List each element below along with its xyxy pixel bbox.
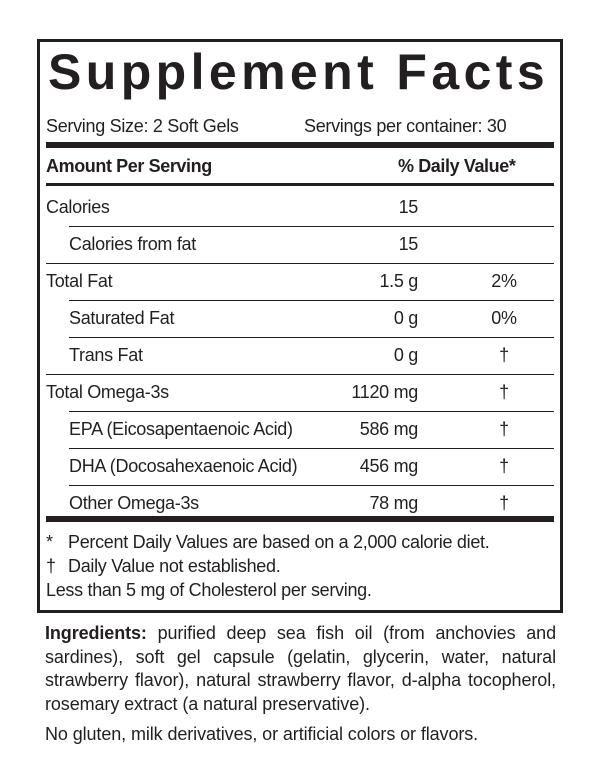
ingredients: Ingredients: purified deep sea fish oil … — [45, 622, 556, 716]
nutrient-row: Total Fat 1.5 g 2% — [46, 263, 554, 300]
nutrient-daily-value: † — [499, 493, 509, 513]
nutrient-name: Total Omega-3s — [46, 382, 169, 402]
supplement-facts-panel: Supplement Facts Serving Size: 2 Soft Ge… — [37, 39, 563, 613]
row-divider — [69, 448, 554, 449]
ingredients-label: Ingredients: — [45, 623, 147, 643]
thick-divider — [46, 516, 554, 522]
nutrient-amount: 0 g — [393, 308, 418, 328]
nutrient-row: EPA (Eicosapentaenoic Acid) 586 mg † — [46, 411, 554, 448]
nutrient-row: DHA (Docosahexaenoic Acid) 456 mg † — [46, 448, 554, 485]
nutrient-name: Saturated Fat — [69, 308, 175, 328]
panel-title: Supplement Facts — [48, 44, 550, 100]
footnote-dagger: † Daily Value not established. — [46, 556, 554, 577]
nutrient-amount: 0 g — [393, 345, 418, 365]
row-divider — [69, 337, 554, 338]
nutrient-name: Total Fat — [46, 271, 113, 291]
row-divider — [69, 485, 554, 486]
footnote-text: Percent Daily Values are based on a 2,00… — [68, 532, 490, 552]
ingredients-text: purified deep sea fish oil (from anchovi… — [45, 623, 557, 714]
row-divider — [69, 411, 554, 412]
nutrient-amount: 15 — [398, 234, 419, 254]
medium-divider — [46, 183, 554, 186]
nutrient-row: Trans Fat 0 g † — [46, 337, 554, 374]
nutrient-row: Calories from fat 15 — [46, 226, 554, 263]
nutrient-row: Saturated Fat 0 g 0% — [46, 300, 554, 337]
daily-value-header: % Daily Value* — [398, 156, 516, 176]
nutrient-row: Other Omega-3s 78 mg † — [46, 485, 554, 522]
footnote-text: Daily Value not established. — [68, 556, 281, 576]
nutrient-amount: 586 mg — [359, 419, 419, 439]
row-divider — [69, 226, 554, 227]
nutrient-daily-value: 0% — [491, 308, 517, 328]
nutrient-row: Total Omega-3s 1120 mg † — [46, 374, 554, 411]
nutrient-name: Calories — [46, 197, 110, 217]
thick-divider — [46, 142, 554, 148]
servings-per-container: Servings per container: 30 — [304, 116, 507, 136]
nutrient-name: Calories from fat — [69, 234, 196, 254]
nutrient-amount: 1.5 g — [379, 271, 418, 291]
nutrient-daily-value: † — [499, 419, 509, 439]
row-divider — [46, 374, 554, 375]
nutrient-name: Trans Fat — [69, 345, 143, 365]
nutrient-amount: 456 mg — [359, 456, 419, 476]
nutrient-daily-value: † — [499, 345, 509, 365]
footnote-dv: * Percent Daily Values are based on a 2,0… — [46, 532, 554, 553]
nutrient-daily-value: † — [499, 456, 509, 476]
footnote-cholesterol: Less than 5 mg of Cholesterol per servin… — [46, 580, 372, 600]
footnote-mark: * — [46, 532, 53, 552]
nutrient-amount: 78 mg — [369, 493, 418, 513]
nutrient-amount: 1120 mg — [351, 382, 418, 402]
nutrient-name: EPA (Eicosapentaenoic Acid) — [69, 419, 293, 439]
allergen-note: No gluten, milk derivatives, or artifici… — [45, 724, 479, 744]
amount-per-serving-header: Amount Per Serving — [46, 156, 212, 176]
serving-size: Serving Size: 2 Soft Gels — [46, 116, 239, 136]
row-divider — [69, 300, 554, 301]
nutrient-amount: 15 — [398, 197, 419, 217]
nutrient-daily-value: † — [499, 382, 509, 402]
nutrient-row: Calories 15 — [46, 189, 554, 226]
footnote-mark: † — [46, 556, 56, 576]
nutrient-name: DHA (Docosahexaenoic Acid) — [69, 456, 298, 476]
row-divider — [46, 263, 554, 264]
nutrient-name: Other Omega-3s — [69, 493, 199, 513]
nutrient-daily-value: 2% — [491, 271, 517, 291]
